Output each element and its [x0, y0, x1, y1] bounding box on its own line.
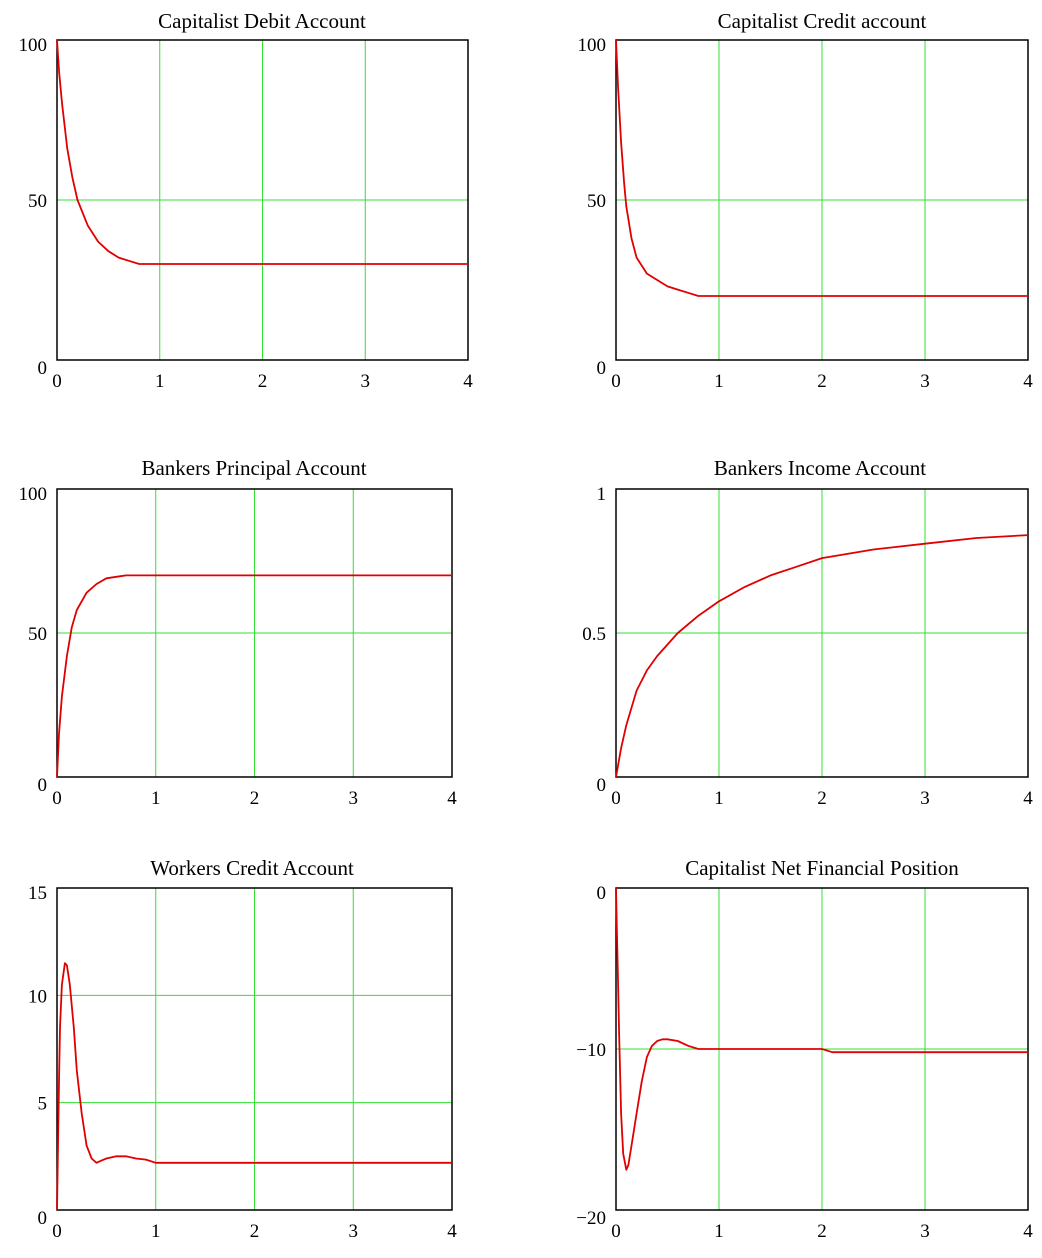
- y-tick-label: 0: [597, 883, 607, 904]
- y-tick-label: −10: [576, 1040, 606, 1061]
- x-tick-label: 2: [258, 371, 268, 392]
- series-line: [56, 39, 468, 265]
- series-line: [56, 574, 452, 778]
- panel-bankers-income-account: Bankers Income Account 0 1 2 3 4 0 0.5 1: [582, 456, 1033, 809]
- x-tick-label: 4: [447, 788, 457, 809]
- x-tick-label: 3: [920, 788, 930, 809]
- y-tick-label: 10: [28, 986, 47, 1007]
- x-tick-label: 1: [155, 371, 165, 392]
- y-tick-label: 1: [597, 484, 607, 505]
- series-line: [615, 39, 1028, 297]
- y-tick-label: −20: [576, 1208, 606, 1229]
- panel-title: Capitalist Credit account: [718, 9, 927, 33]
- x-tick-label: 2: [817, 1221, 827, 1242]
- plot-frame: [615, 488, 1029, 778]
- x-tick-label: 0: [52, 1221, 62, 1242]
- x-tick-label: 0: [611, 1221, 621, 1242]
- plot-frame: [615, 887, 1029, 1211]
- y-tick-label: 0: [38, 1208, 48, 1229]
- y-tick-label: 5: [38, 1094, 48, 1115]
- x-tick-label: 1: [151, 788, 161, 809]
- panel-capitalist-credit-account: Capitalist Credit account 0 1 2 3 4 0 50 100: [578, 9, 1034, 392]
- y-tick-label: 0: [597, 775, 607, 796]
- x-tick-label: 3: [349, 1221, 359, 1242]
- x-tick-label: 1: [714, 1221, 724, 1242]
- panel-title: Capitalist Net Financial Position: [685, 856, 959, 880]
- plot-frame: [56, 39, 469, 361]
- x-tick-label: 3: [349, 788, 359, 809]
- x-tick-label: 3: [920, 1221, 930, 1242]
- panel-title: Capitalist Debit Account: [158, 9, 366, 33]
- x-tick-label: 0: [611, 788, 621, 809]
- series-line: [615, 534, 1029, 778]
- y-tick-label: 0.5: [582, 624, 606, 645]
- x-tick-label: 4: [1023, 371, 1033, 392]
- x-tick-label: 1: [714, 371, 724, 392]
- panel-title: Bankers Income Account: [714, 456, 926, 480]
- y-tick-label: 50: [587, 191, 606, 212]
- plot-frame: [615, 39, 1029, 361]
- x-tick-label: 2: [817, 788, 827, 809]
- x-tick-label: 2: [817, 371, 827, 392]
- y-tick-label: 15: [28, 883, 47, 904]
- x-tick-label: 2: [250, 1221, 260, 1242]
- series-line: [56, 962, 452, 1211]
- x-tick-label: 0: [611, 371, 621, 392]
- y-tick-label: 0: [38, 358, 48, 379]
- y-tick-label: 100: [578, 35, 607, 56]
- y-tick-label: 50: [28, 191, 47, 212]
- panel-capitalist-net-financial-position: Capitalist Net Financial Position 0 1 2 3 4 −…: [576, 856, 1033, 1242]
- panel-bankers-principal-account: Bankers Principal Account 0 1 2 3 4 0 50 100: [19, 456, 458, 809]
- y-tick-label: 100: [19, 35, 48, 56]
- panel-title: Workers Credit Account: [150, 856, 354, 880]
- panel-title: Bankers Principal Account: [141, 456, 366, 480]
- y-tick-label: 50: [28, 624, 47, 645]
- x-tick-label: 1: [151, 1221, 161, 1242]
- x-tick-label: 0: [52, 371, 62, 392]
- x-tick-label: 2: [250, 788, 260, 809]
- x-tick-label: 4: [1023, 788, 1033, 809]
- x-tick-label: 3: [361, 371, 371, 392]
- x-tick-label: 1: [714, 788, 724, 809]
- panel-workers-credit-account: Workers Credit Account 0 1 2 3 4 0 5 10 15: [28, 856, 457, 1242]
- x-tick-label: 4: [1023, 1221, 1033, 1242]
- x-tick-label: 4: [463, 371, 473, 392]
- plot-frame: [56, 488, 453, 778]
- y-tick-label: 0: [597, 358, 607, 379]
- panel-capitalist-debit-account: Capitalist Debit Account 0 1 2 3 4 0 50 100: [19, 9, 474, 392]
- x-tick-label: 3: [920, 371, 930, 392]
- y-tick-label: 0: [38, 775, 48, 796]
- x-tick-label: 0: [52, 788, 62, 809]
- plot-frame: [56, 887, 453, 1211]
- series-line: [615, 887, 1028, 1171]
- y-tick-label: 100: [19, 484, 48, 505]
- x-tick-label: 4: [447, 1221, 457, 1242]
